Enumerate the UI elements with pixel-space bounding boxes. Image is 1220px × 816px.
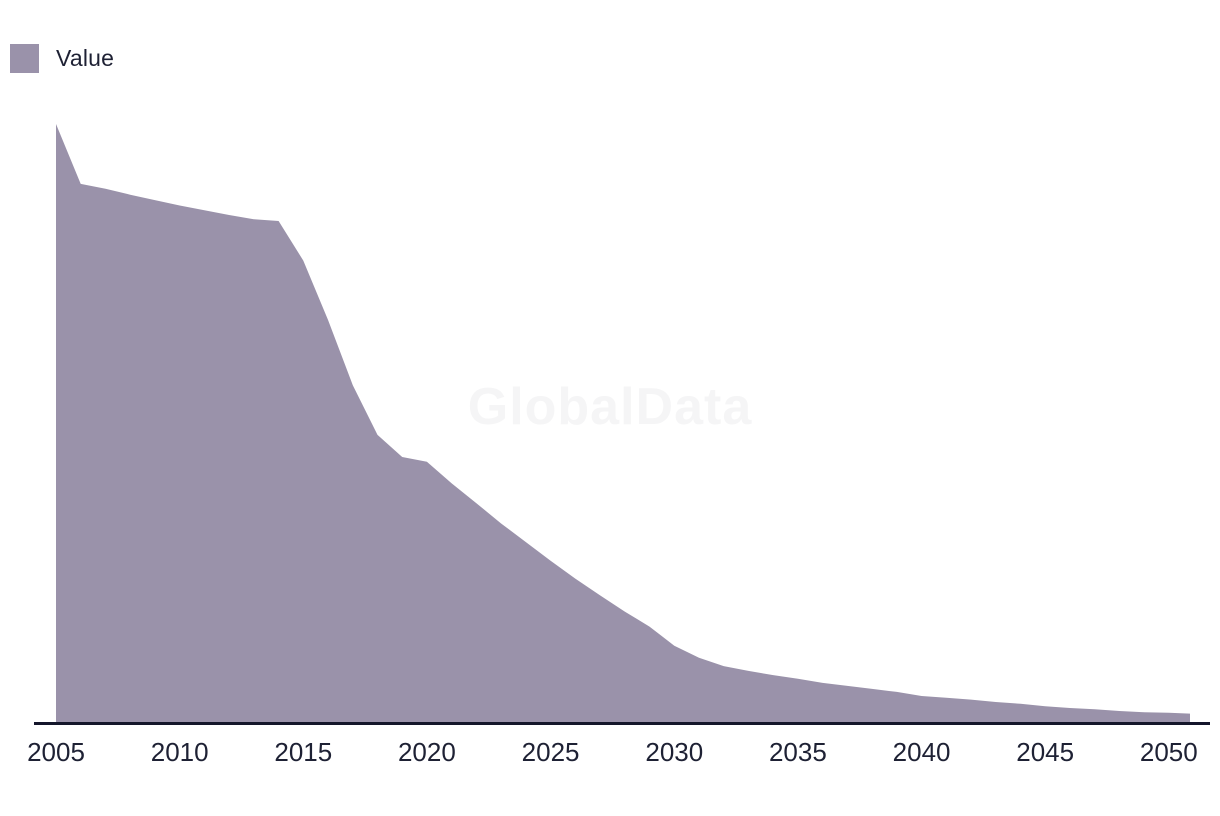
- x-axis-tick-labels: 2005 2010 2015 2020 2025 2030 2035 2040 2045 2050: [27, 737, 1198, 767]
- x-tick-label-2045: 2045: [1016, 737, 1074, 767]
- x-tick-label-2025: 2025: [522, 737, 580, 767]
- x-tick-label-2005: 2005: [27, 737, 85, 767]
- x-tick-label-2035: 2035: [769, 737, 827, 767]
- x-tick-label-2015: 2015: [274, 737, 332, 767]
- legend: Value: [10, 44, 114, 73]
- legend-label: Value: [56, 45, 115, 71]
- legend-swatch-value: [10, 44, 39, 73]
- x-tick-label-2040: 2040: [893, 737, 951, 767]
- x-axis-line: [34, 722, 1210, 725]
- x-tick-label-2020: 2020: [398, 737, 456, 767]
- x-tick-label-2050: 2050: [1140, 737, 1198, 767]
- x-tick-label-2030: 2030: [645, 737, 703, 767]
- x-tick-label-2010: 2010: [151, 737, 209, 767]
- area-series-value: [56, 124, 1190, 723]
